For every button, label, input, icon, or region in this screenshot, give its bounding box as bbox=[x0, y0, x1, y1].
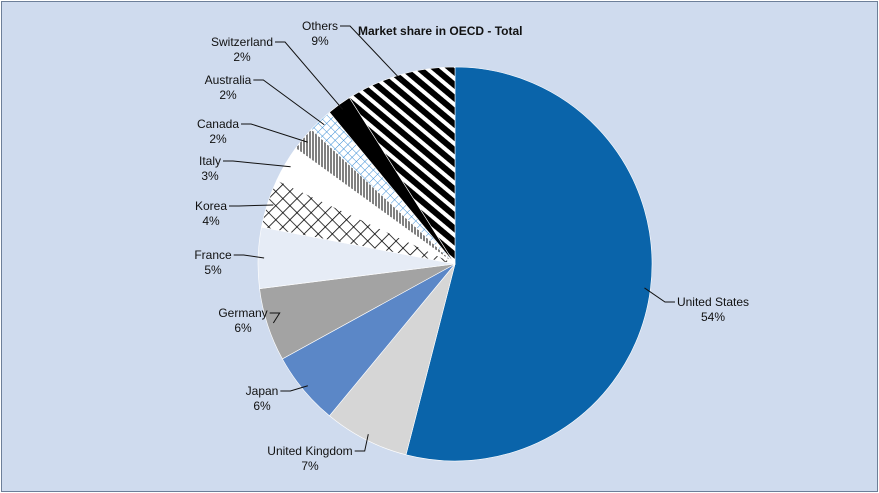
slice-label: Germany bbox=[218, 306, 267, 320]
slice-value-label: 4% bbox=[202, 214, 220, 228]
pie-slice bbox=[405, 66, 653, 462]
leader-line bbox=[253, 79, 325, 126]
slice-value-label: 2% bbox=[219, 88, 237, 102]
slice-value-label: 3% bbox=[201, 169, 219, 183]
leader-line bbox=[269, 312, 281, 324]
slice-label: Australia bbox=[205, 73, 252, 87]
leader-line bbox=[233, 254, 265, 259]
leader-line bbox=[229, 204, 274, 207]
slice-value-label: 5% bbox=[204, 263, 222, 277]
slice-label: Korea bbox=[195, 199, 227, 213]
slice-label: Canada bbox=[197, 117, 239, 131]
slice-label: Japan bbox=[246, 384, 279, 398]
pie-slice bbox=[349, 66, 456, 266]
slice-label: United States bbox=[677, 295, 749, 309]
slice-label: United Kingdom bbox=[267, 444, 352, 458]
slice-label: Others bbox=[302, 19, 338, 33]
leader-line bbox=[223, 160, 291, 168]
slice-label: France bbox=[194, 248, 232, 262]
slice-value-label: 9% bbox=[311, 34, 329, 48]
leader-line bbox=[280, 385, 308, 392]
slice-label: Italy bbox=[199, 154, 221, 168]
slice-value-label: 7% bbox=[301, 459, 319, 473]
chart-title: Market share in OECD - Total bbox=[358, 24, 522, 38]
slice-value-label: 6% bbox=[253, 399, 271, 413]
slice-value-label: 6% bbox=[234, 321, 252, 335]
slice-value-label: 2% bbox=[233, 50, 251, 64]
slice-label: Switzerland bbox=[211, 35, 273, 49]
leader-line bbox=[354, 434, 369, 452]
leader-line bbox=[340, 25, 403, 81]
leader-line bbox=[241, 123, 308, 143]
slice-value-label: 54% bbox=[701, 310, 725, 324]
leader-line bbox=[275, 41, 344, 110]
slice-value-label: 2% bbox=[209, 132, 227, 146]
leader-line bbox=[644, 287, 675, 303]
